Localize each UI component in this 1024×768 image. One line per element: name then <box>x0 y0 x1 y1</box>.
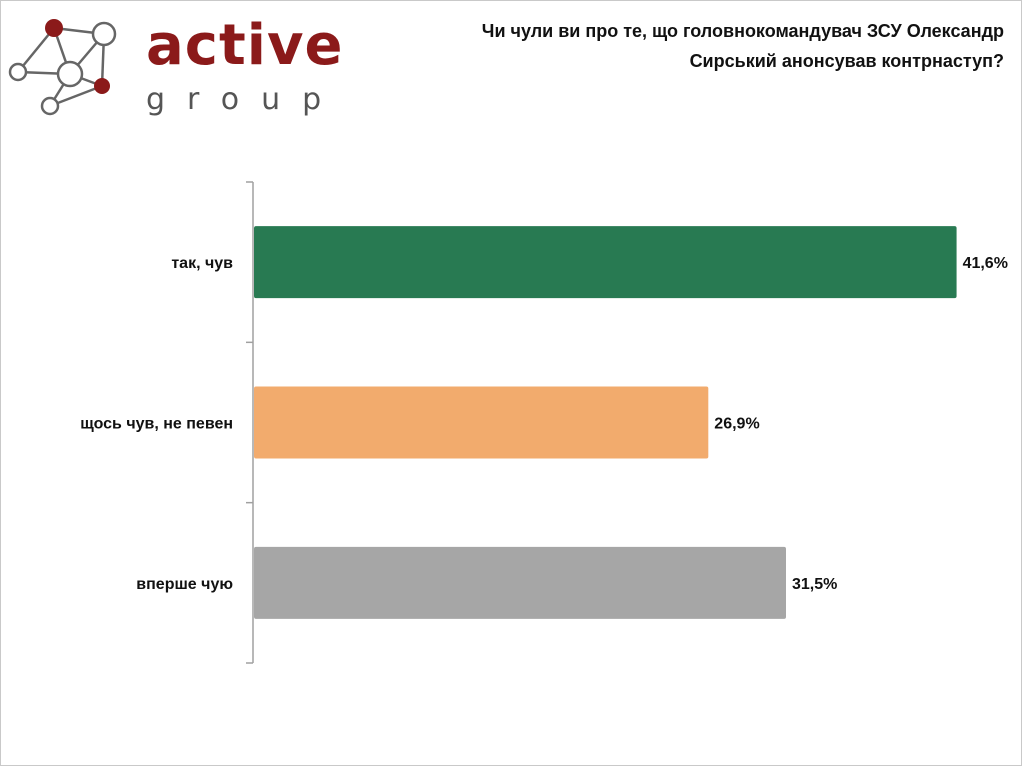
active-group-logo: active group <box>6 10 342 120</box>
chart-title: Чи чули ви про те, що головнокомандувач … <box>481 21 1004 71</box>
network-logo-icon <box>8 19 117 116</box>
value-label: 41,6% <box>963 255 1008 272</box>
bar-2 <box>254 386 709 459</box>
category-label: вперше чую <box>136 576 233 593</box>
bar-3 <box>254 546 786 619</box>
category-label: так, чув <box>171 255 233 272</box>
value-label: 26,9% <box>714 416 759 433</box>
value-label: 31,5% <box>792 576 837 593</box>
brand-subtitle: group <box>146 82 344 117</box>
bar-1 <box>254 226 957 299</box>
brand-name: active <box>146 13 344 78</box>
category-label: щось чув, не певен <box>80 416 233 433</box>
